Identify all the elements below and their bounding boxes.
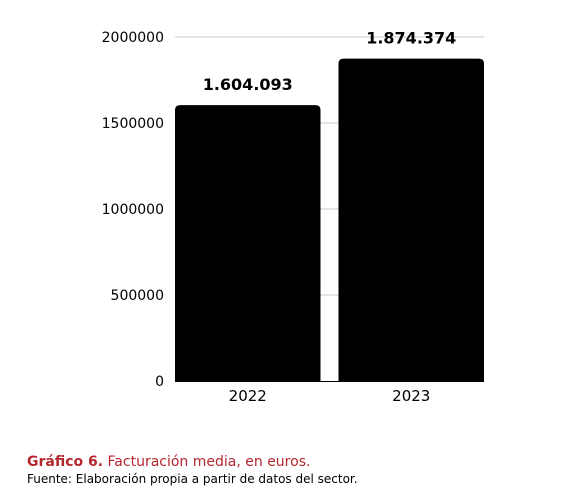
y-tick-label-1500000: 1500000 xyxy=(102,116,164,132)
bars xyxy=(175,58,484,382)
x-tick-label-2022: 2022 xyxy=(229,387,267,405)
x-tick-label-2023: 2023 xyxy=(392,387,430,405)
bar-2023 xyxy=(338,58,484,382)
bar-2022 xyxy=(175,105,321,381)
caption-title-line: Gráfico 6. Facturación media, en euros. xyxy=(27,453,557,471)
bar-chart: 0 500000 1000000 1500000 2000000 2022 2023 1.… xyxy=(102,29,484,405)
y-tick-label-0: 0 xyxy=(155,374,164,390)
data-label-2022: 1.604.093 xyxy=(203,75,293,94)
x-axis-labels: 2022 2023 xyxy=(229,387,431,405)
figure-caption: Gráfico 6. Facturación media, en euros. … xyxy=(27,453,557,487)
y-tick-label-1000000: 1000000 xyxy=(102,202,164,218)
caption-source: Fuente: Elaboración propia a partir de d… xyxy=(27,472,358,486)
data-label-2023: 1.874.374 xyxy=(366,29,456,48)
caption-number: Gráfico 6. xyxy=(27,454,104,470)
y-tick-label-2000000: 2000000 xyxy=(102,30,164,46)
y-axis-ticks: 0 500000 1000000 1500000 2000000 xyxy=(102,30,164,390)
y-tick-label-500000: 500000 xyxy=(111,288,164,304)
data-labels: 1.604.093 1.874.374 xyxy=(203,29,457,94)
caption-text: Facturación media, en euros. xyxy=(107,454,311,470)
